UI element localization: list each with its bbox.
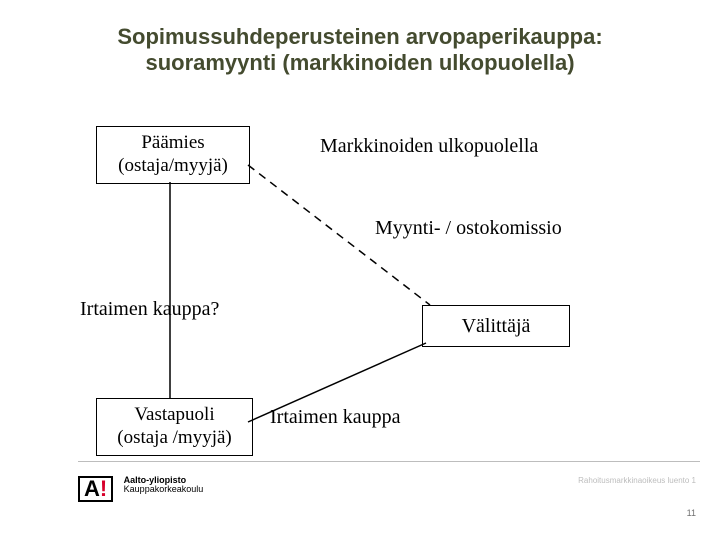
slide-title: Sopimussuhdeperusteinen arvopaperikauppa… — [0, 24, 720, 77]
slide-title-line2: suoramyynti (markkinoiden ulkopuolella) — [145, 50, 574, 75]
aalto-logo: A! Aalto-yliopisto Kauppakorkeakoulu — [78, 476, 203, 502]
slide-title-line1: Sopimussuhdeperusteinen arvopaperikauppa… — [0, 24, 720, 50]
node-broker-label: Välittäjä — [462, 314, 531, 338]
aalto-logo-bang: ! — [100, 476, 107, 501]
aalto-logo-mark: A! — [78, 476, 113, 502]
node-counterparty-label: Vastapuoli(ostaja /myyjä) — [117, 404, 232, 450]
edges-canvas — [0, 0, 720, 540]
node-principal: Päämies(ostaja/myyjä) — [96, 126, 250, 184]
label-tradeq: Irtaimen kauppa? — [80, 298, 219, 321]
label-trade: Irtaimen kauppa — [270, 406, 401, 429]
footer-note: Rahoitusmarkkinaoikeus luento 1 — [578, 476, 696, 485]
label-offmarket: Markkinoiden ulkopuolella — [320, 135, 538, 158]
footer-divider — [78, 461, 700, 462]
node-counterparty: Vastapuoli(ostaja /myyjä) — [96, 398, 253, 456]
node-broker: Välittäjä — [422, 305, 570, 347]
node-principal-label: Päämies(ostaja/myyjä) — [118, 132, 228, 178]
aalto-logo-text-row2: Kauppakorkeakoulu — [124, 484, 204, 494]
label-commission: Myynti- / ostokomissio — [375, 217, 562, 240]
footer-pagenum: 11 — [687, 508, 696, 518]
